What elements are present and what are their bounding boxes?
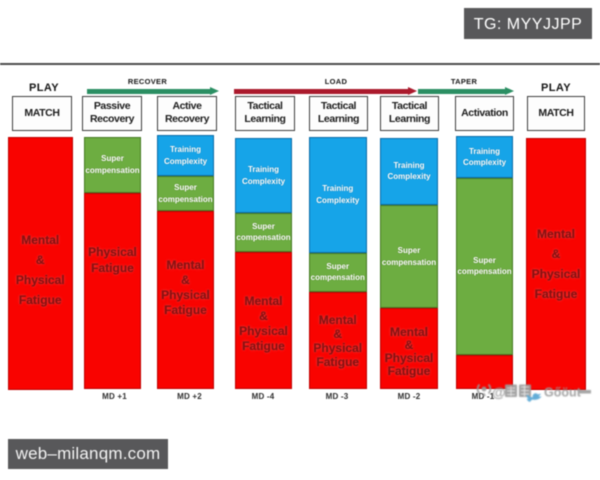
svg-text:Gőöut: Gőöut — [544, 386, 582, 400]
svg-text:@: @ — [492, 384, 506, 400]
